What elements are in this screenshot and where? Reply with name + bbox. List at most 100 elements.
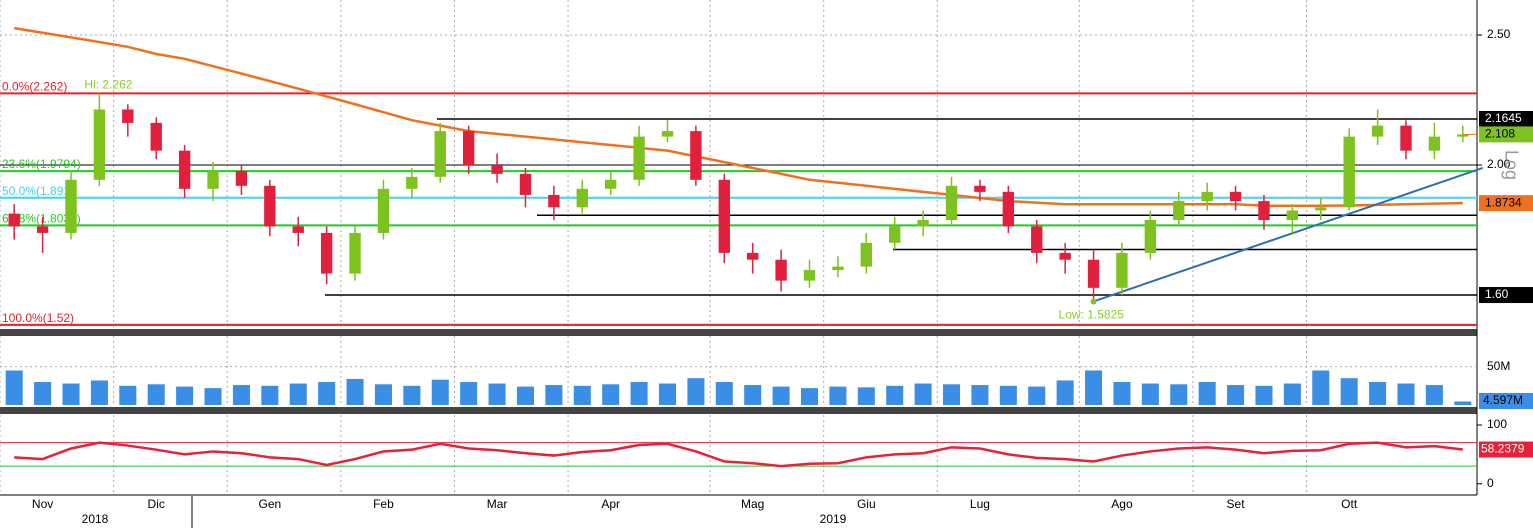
- candle-body: [917, 219, 929, 227]
- level-label: 1.60: [1485, 287, 1509, 301]
- candle-body: [150, 122, 162, 151]
- volume-bar: [147, 384, 165, 405]
- candle-body: [747, 252, 759, 260]
- fib-label: 23.6%(1.9794): [2, 157, 81, 171]
- x-tick-label: Ott: [1341, 497, 1358, 511]
- volume-bar: [1340, 378, 1358, 405]
- volume-bar: [1227, 385, 1245, 405]
- volume-bar: [119, 385, 137, 405]
- level-label-box: [1479, 287, 1533, 304]
- candle-body: [65, 179, 77, 233]
- annotation: Hi: 2.262: [84, 77, 132, 91]
- candle-body: [93, 109, 106, 180]
- fib-label: 61.8%(1.8034): [2, 211, 81, 225]
- candle-body: [122, 109, 134, 123]
- volume-bar: [374, 384, 392, 405]
- level-label: 2.1645: [1485, 111, 1522, 125]
- candle-body: [292, 226, 304, 233]
- candle-body: [491, 165, 503, 174]
- volume-bar: [943, 384, 961, 405]
- volume-bar: [204, 388, 222, 405]
- volume-bar: [999, 385, 1017, 405]
- volume-bar: [1454, 401, 1472, 405]
- volume-bar: [630, 382, 648, 405]
- rsi-label: 58.2379: [1481, 442, 1525, 456]
- x-tick-label: Mar: [487, 497, 508, 511]
- candle-body: [320, 232, 333, 274]
- rsi-line: [14, 441, 1463, 468]
- year-label: 2019: [820, 512, 847, 526]
- volume-bar: [34, 382, 52, 405]
- candle-body: [1229, 191, 1242, 202]
- fib-label: 50.0%(1.891): [2, 184, 74, 198]
- x-tick-label: Nov: [32, 497, 53, 511]
- volume-bar: [1028, 386, 1046, 405]
- candle-body: [1457, 134, 1469, 137]
- volume-bar: [431, 379, 449, 405]
- candle-body: [1400, 125, 1412, 151]
- candle-body: [519, 173, 532, 195]
- low-marker: [1090, 298, 1097, 305]
- volume-bar: [573, 385, 591, 405]
- y-tick-label: 2.50: [1487, 27, 1511, 41]
- y-tick-label: 2.00: [1487, 157, 1511, 171]
- volume-bar: [403, 385, 421, 405]
- candle-body: [1343, 136, 1355, 208]
- volume-bar: [715, 382, 733, 405]
- x-tick-label: Dic: [148, 497, 165, 511]
- volume-bar: [545, 385, 563, 405]
- y-tick-label: 50M: [1487, 359, 1510, 373]
- volume-bar: [800, 388, 819, 405]
- candle-body: [1087, 259, 1100, 288]
- volume-bar: [289, 383, 307, 405]
- x-tick-label: Ago: [1111, 497, 1133, 511]
- volume-bar: [658, 383, 677, 405]
- volume-bar: [1255, 385, 1273, 405]
- candle-body: [576, 188, 588, 208]
- candle-body: [462, 131, 475, 166]
- candle-body: [1059, 252, 1071, 260]
- ma-label: 1.8734: [1485, 195, 1522, 209]
- candle-body: [633, 136, 645, 180]
- volume-bar: [232, 385, 250, 405]
- volume-bar: [176, 386, 194, 405]
- candle-body: [434, 131, 446, 177]
- candle-body: [349, 232, 361, 274]
- level-label-box: [1479, 110, 1533, 127]
- last-close-label: 2.108: [1485, 127, 1515, 141]
- candle-body: [718, 179, 730, 253]
- volume-bar: [971, 385, 989, 405]
- candle-body: [264, 185, 276, 227]
- candle-body: [889, 226, 901, 243]
- trendline: [1093, 167, 1484, 303]
- candle-body: [1258, 201, 1270, 220]
- fib-label: 0.0%(2.262): [2, 79, 67, 93]
- volume-bar: [1312, 370, 1330, 405]
- rsi-label-box: [1479, 441, 1533, 458]
- volume-bar: [1369, 382, 1387, 405]
- volume-bar: [1056, 380, 1074, 405]
- volume-bar: [772, 386, 790, 405]
- candle-body: [207, 170, 219, 189]
- candle-body: [1116, 252, 1128, 288]
- volume-bar: [744, 385, 762, 405]
- candle-body: [1201, 191, 1213, 202]
- fib-label: 100.0%(1.52): [2, 311, 74, 325]
- volume-bar: [1085, 370, 1103, 405]
- volume-bar: [346, 378, 364, 405]
- x-tick-label: Gen: [258, 497, 281, 511]
- candle-body: [974, 185, 986, 192]
- volume-bar: [1425, 385, 1443, 405]
- x-tick-label: Set: [1227, 497, 1246, 511]
- candle-body: [803, 270, 816, 281]
- last-close-box: [1479, 126, 1533, 143]
- volume-bar: [1198, 382, 1216, 405]
- candle-body: [178, 150, 191, 189]
- candle-body: [235, 170, 248, 186]
- volume-bar: [488, 383, 506, 405]
- candle-body: [377, 188, 390, 233]
- candle-body: [775, 259, 787, 281]
- x-tick-label: Apr: [601, 497, 620, 511]
